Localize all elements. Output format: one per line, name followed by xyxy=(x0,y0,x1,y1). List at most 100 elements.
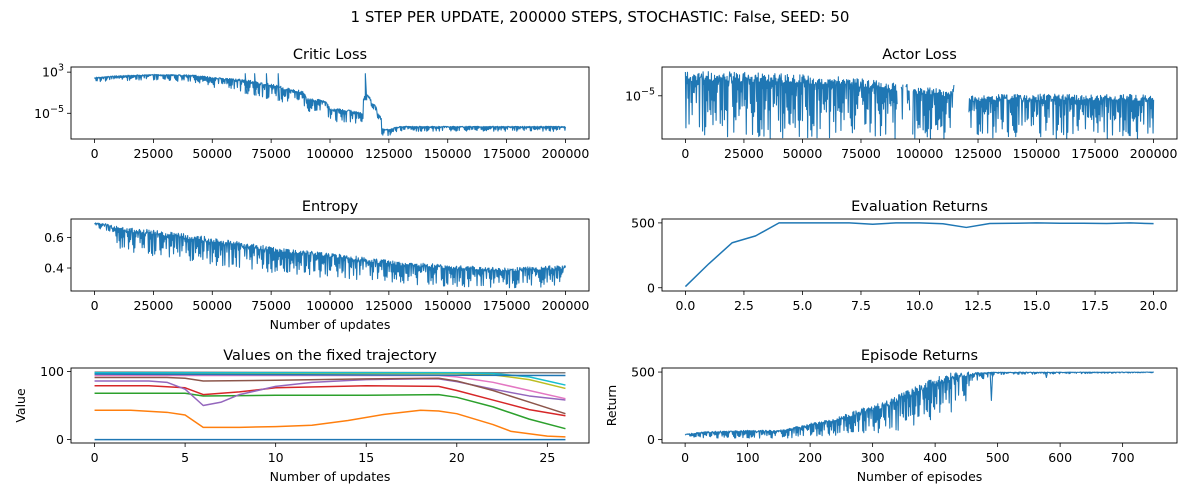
actor-xtick-label: 200000 xyxy=(1130,146,1178,161)
eval-plot-area xyxy=(684,222,1154,288)
entropy-xtick-label: 50000 xyxy=(192,298,232,313)
entropy-ytick-label: 0.6 xyxy=(44,230,64,245)
eval-xtick-label: 10.0 xyxy=(906,298,934,313)
eval-xtick-label: 17.5 xyxy=(1081,298,1109,313)
entropy-xtick-label: 100000 xyxy=(306,298,354,313)
values-xtick-label: 10 xyxy=(268,450,284,465)
subplot-eval: 0.0 2.5 5.0 7.5 10.0 12.5 15.0 17.5 20.0 0 500 Eval… xyxy=(631,199,1178,313)
eval-xtick-label: 20.0 xyxy=(1140,298,1168,313)
eval-xtick-label: 0.0 xyxy=(675,298,695,313)
entropy-plot-area xyxy=(94,222,566,289)
episodes-xtick-label: 600 xyxy=(1048,450,1072,465)
subplot-critic: 0 25000 50000 75000 100000 125000 150000 175000… xyxy=(34,47,590,161)
critic-xtick-label: 50000 xyxy=(192,146,232,161)
critic-xtick-label: 125000 xyxy=(365,146,413,161)
actor-series-line-0 xyxy=(684,71,1155,139)
eval-ytick-label: 500 xyxy=(631,215,655,230)
critic-title: Critic Loss xyxy=(293,47,367,63)
episodes-ytick-label: 500 xyxy=(631,365,655,380)
episodes-xtick-label: 300 xyxy=(861,450,885,465)
actor-xtick-label: 125000 xyxy=(954,146,1002,161)
actor-xtick-label: 100000 xyxy=(896,146,944,161)
actor-xtick-label: 0 xyxy=(681,146,689,161)
episodes-series-line-0 xyxy=(684,371,1154,439)
eval-xtick-label: 15.0 xyxy=(1023,298,1051,313)
values-axes-frame xyxy=(70,367,590,444)
values-ylabel: Value xyxy=(13,388,28,423)
entropy-xtick-label: 175000 xyxy=(483,298,531,313)
actor-ytick-label: 10−5 xyxy=(625,86,655,103)
actor-title: Actor Loss xyxy=(882,47,957,63)
subplot-entropy: 0 25000 50000 75000 100000 125000 150000 175000… xyxy=(44,199,590,332)
values-plot-area xyxy=(94,371,566,441)
values-xtick-label: 5 xyxy=(181,450,189,465)
entropy-xtick-label: 150000 xyxy=(424,298,472,313)
episodes-xtick-label: 100 xyxy=(736,450,760,465)
critic-xtick-label: 25000 xyxy=(134,146,174,161)
eval-xtick-label: 7.5 xyxy=(851,298,871,313)
entropy-series-line-0 xyxy=(94,222,566,289)
subplot-episodes: 0 100 200 300 400 500 600 700 0 500 Episode Return… xyxy=(604,348,1178,484)
values-series-line-5 xyxy=(94,376,566,415)
eval-xtick-label: 2.5 xyxy=(734,298,754,313)
episodes-xlabel: Number of episodes xyxy=(857,469,983,484)
actor-xtick-label: 150000 xyxy=(1013,146,1061,161)
critic-xtick-label: 75000 xyxy=(251,146,291,161)
eval-ytick-label: 0 xyxy=(647,280,655,295)
critic-xtick-label: 200000 xyxy=(542,146,590,161)
critic-ytick-label: 103 xyxy=(42,63,64,80)
values-xtick-label: 15 xyxy=(358,450,374,465)
episodes-title: Episode Returns xyxy=(861,348,978,364)
entropy-xtick-label: 0 xyxy=(91,298,99,313)
actor-plot-area xyxy=(684,71,1155,139)
critic-plot-area xyxy=(94,73,566,137)
episodes-xtick-label: 200 xyxy=(798,450,822,465)
episodes-ylabel: Return xyxy=(604,385,619,426)
values-title: Values on the fixed trajectory xyxy=(223,348,437,364)
entropy-xtick-label: 200000 xyxy=(542,298,590,313)
entropy-title: Entropy xyxy=(302,199,359,215)
critic-xtick-label: 150000 xyxy=(424,146,472,161)
actor-xtick-label: 75000 xyxy=(841,146,881,161)
values-series-line-2 xyxy=(94,392,566,430)
critic-xtick-label: 100000 xyxy=(306,146,354,161)
values-ytick-label: 0 xyxy=(56,432,64,447)
episodes-xtick-label: 500 xyxy=(986,450,1010,465)
figure-suptitle: 1 STEP PER UPDATE, 200000 STEPS, STOCHAS… xyxy=(351,8,850,26)
critic-xtick-label: 175000 xyxy=(483,146,531,161)
entropy-xlabel: Number of updates xyxy=(270,317,391,332)
episodes-xtick-label: 400 xyxy=(923,450,947,465)
subplot-actor: 0 25000 50000 75000 100000 125000 150000 175000… xyxy=(625,47,1177,161)
actor-xtick-label: 25000 xyxy=(724,146,764,161)
values-xtick-label: 25 xyxy=(539,450,555,465)
values-ytick-label: 100 xyxy=(40,364,64,379)
subplot-values: 0 5 10 15 20 25 0 100 Values on the fixed trajec… xyxy=(13,348,590,484)
critic-xtick-label: 0 xyxy=(91,146,99,161)
episodes-xtick-label: 0 xyxy=(681,450,689,465)
values-xtick-label: 20 xyxy=(449,450,465,465)
episodes-plot-area xyxy=(684,371,1154,439)
eval-title: Evaluation Returns xyxy=(851,199,988,215)
eval-series-line-0 xyxy=(684,222,1154,288)
eval-xtick-label: 12.5 xyxy=(964,298,992,313)
values-series-line-10 xyxy=(94,373,566,377)
critic-axes-frame xyxy=(70,66,590,140)
entropy-xtick-label: 125000 xyxy=(365,298,413,313)
values-series-line-1 xyxy=(94,409,566,438)
episodes-axes-frame xyxy=(661,367,1178,444)
critic-series-line-0 xyxy=(94,73,566,137)
actor-xtick-label: 175000 xyxy=(1071,146,1119,161)
values-series-line-9 xyxy=(94,372,566,386)
values-xlabel: Number of updates xyxy=(270,469,391,484)
eval-axes-frame xyxy=(661,218,1178,292)
values-xtick-label: 0 xyxy=(91,450,99,465)
eval-xtick-label: 5.0 xyxy=(793,298,813,313)
entropy-xtick-label: 25000 xyxy=(134,298,174,313)
critic-ytick-label: 10−5 xyxy=(34,104,64,121)
episodes-xtick-label: 700 xyxy=(1111,450,1135,465)
actor-xtick-label: 50000 xyxy=(783,146,823,161)
entropy-ytick-label: 0.4 xyxy=(44,261,64,276)
episodes-ytick-label: 0 xyxy=(647,432,655,447)
entropy-xtick-label: 75000 xyxy=(251,298,291,313)
